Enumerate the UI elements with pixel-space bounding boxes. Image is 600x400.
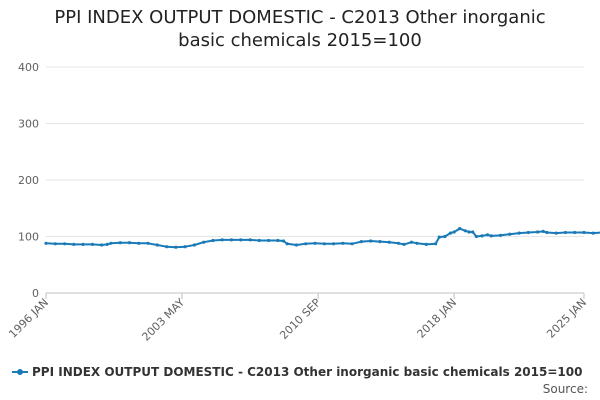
data-point-48[interactable] [448, 231, 452, 235]
data-point-62[interactable] [536, 230, 540, 234]
data-point-54[interactable] [474, 234, 478, 239]
data-point-59[interactable] [508, 232, 512, 236]
data-point-2[interactable] [63, 242, 67, 246]
chart-title: PPI INDEX OUTPUT DOMESTIC - C2013 Other … [0, 6, 600, 52]
data-point-8[interactable] [109, 241, 113, 245]
data-point-43[interactable] [415, 241, 419, 245]
y-tick-label-0: 0 [32, 287, 39, 300]
data-point-22[interactable] [239, 238, 243, 242]
data-point-23[interactable] [248, 238, 252, 242]
data-point-26[interactable] [276, 238, 280, 243]
data-point-34[interactable] [341, 241, 345, 245]
data-point-46[interactable] [437, 235, 441, 239]
data-point-64[interactable] [545, 230, 549, 235]
data-point-16[interactable] [183, 245, 187, 249]
chart-title-line-2: basic chemicals 2015=100 [178, 30, 422, 51]
data-point-6[interactable] [100, 243, 104, 247]
data-point-33[interactable] [332, 242, 336, 246]
data-point-18[interactable] [202, 240, 206, 244]
data-point-53[interactable] [471, 230, 475, 234]
data-point-25[interactable] [267, 238, 271, 243]
data-point-38[interactable] [378, 240, 382, 244]
y-tick-label-400: 400 [18, 61, 39, 74]
series-group [44, 119, 600, 249]
legend[interactable]: PPI INDEX OUTPUT DOMESTIC - C2013 Other … [12, 364, 582, 380]
data-point-11[interactable] [137, 241, 141, 245]
data-point-31[interactable] [313, 241, 317, 245]
data-point-57[interactable] [489, 234, 493, 238]
y-tick-label-300: 300 [18, 118, 39, 131]
data-point-44[interactable] [424, 242, 428, 246]
data-point-65[interactable] [554, 231, 558, 235]
y-axis-ticks: 0 100 200 300 400 [18, 61, 39, 300]
data-point-17[interactable] [192, 243, 196, 247]
data-point-15[interactable] [174, 245, 178, 249]
data-point-7[interactable] [105, 242, 109, 246]
x-axis: 1996 JAN 2003 MAY 2010 SEP 2018 JAN 2025 JAN [6, 292, 589, 344]
data-point-56[interactable] [485, 233, 490, 237]
data-point-68[interactable] [582, 230, 586, 235]
data-point-21[interactable] [229, 238, 234, 242]
data-point-3[interactable] [72, 242, 76, 246]
data-point-55[interactable] [480, 234, 484, 238]
data-point-10[interactable] [127, 241, 132, 245]
x-tick-label-1: 2003 MAY [139, 296, 187, 344]
series-line-0[interactable] [45, 119, 600, 249]
data-point-42[interactable] [409, 240, 414, 244]
data-point-19[interactable] [211, 238, 215, 243]
legend-swatch [12, 369, 28, 375]
data-point-69[interactable] [591, 231, 595, 235]
series-markers-0 [44, 227, 595, 249]
data-point-60[interactable] [517, 231, 521, 235]
data-point-40[interactable] [396, 241, 401, 245]
data-point-45[interactable] [434, 242, 438, 246]
data-point-4[interactable] [81, 242, 85, 246]
data-point-36[interactable] [359, 240, 363, 244]
data-point-51[interactable] [463, 229, 467, 233]
data-point-52[interactable] [467, 230, 471, 234]
data-point-49[interactable] [452, 230, 456, 234]
x-tick-label-2: 2010 SEP [277, 296, 323, 342]
data-point-37[interactable] [369, 239, 373, 243]
x-tick-label-3: 2018 JAN [415, 296, 460, 341]
data-point-9[interactable] [118, 241, 122, 245]
y-tick-label-200: 200 [18, 174, 39, 187]
data-point-14[interactable] [165, 245, 169, 249]
data-point-20[interactable] [220, 238, 224, 242]
data-point-32[interactable] [322, 242, 326, 246]
source-label: Source: [542, 382, 588, 396]
x-tick-label-0: 1996 JAN [6, 296, 51, 341]
data-point-39[interactable] [387, 240, 391, 244]
data-point-41[interactable] [402, 242, 406, 246]
data-point-61[interactable] [526, 230, 530, 235]
y-tick-label-100: 100 [18, 231, 39, 244]
data-point-27[interactable] [281, 239, 286, 243]
x-tick-label-4: 2025 JAN [544, 296, 589, 341]
data-point-5[interactable] [90, 242, 94, 246]
data-point-35[interactable] [350, 242, 354, 246]
data-point-30[interactable] [304, 242, 308, 246]
data-point-50[interactable] [458, 227, 462, 231]
data-point-66[interactable] [563, 230, 568, 235]
data-point-67[interactable] [573, 230, 577, 235]
data-point-0[interactable] [44, 241, 48, 245]
data-point-28[interactable] [285, 242, 289, 246]
data-point-47[interactable] [443, 234, 447, 239]
data-point-24[interactable] [257, 238, 261, 243]
data-point-1[interactable] [53, 242, 57, 246]
legend-label: PPI INDEX OUTPUT DOMESTIC - C2013 Other … [32, 365, 583, 379]
chart-title-line-1: PPI INDEX OUTPUT DOMESTIC - C2013 Other … [54, 7, 546, 28]
data-point-12[interactable] [146, 241, 150, 245]
data-point-63[interactable] [541, 229, 545, 233]
gridlines [46, 66, 584, 294]
data-point-29[interactable] [294, 243, 298, 247]
data-point-58[interactable] [498, 233, 503, 237]
data-point-13[interactable] [155, 243, 159, 247]
